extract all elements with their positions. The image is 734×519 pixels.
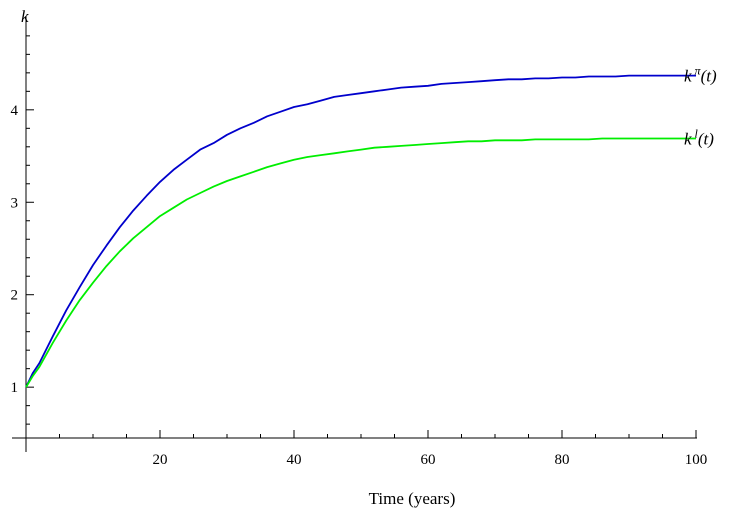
y-tick-label: 3 [11,195,19,211]
series-labels: k π(t) k l(t) [684,64,717,149]
series-line-2 [25,137,696,388]
x-tick-label: 100 [685,452,708,468]
y-tick-label: 4 [11,103,19,119]
series-label-2: k l(t) [684,126,714,148]
y-tick-label: 2 [11,288,19,304]
x-axis-title: Time (years) [369,489,456,508]
x-tick-label: 40 [287,452,302,468]
y-tick-label: 1 [11,380,19,396]
series-line-1 [25,74,696,388]
series-lines [25,74,696,388]
ticks: 20 40 60 80 100 1 2 3 4 [11,35,708,468]
y-axis-title: k [21,7,29,26]
x-tick-label: 20 [153,452,168,468]
x-tick-label: 80 [555,452,570,468]
x-tick-label: 60 [421,452,436,468]
series-label-1: k π(t) [684,64,717,86]
